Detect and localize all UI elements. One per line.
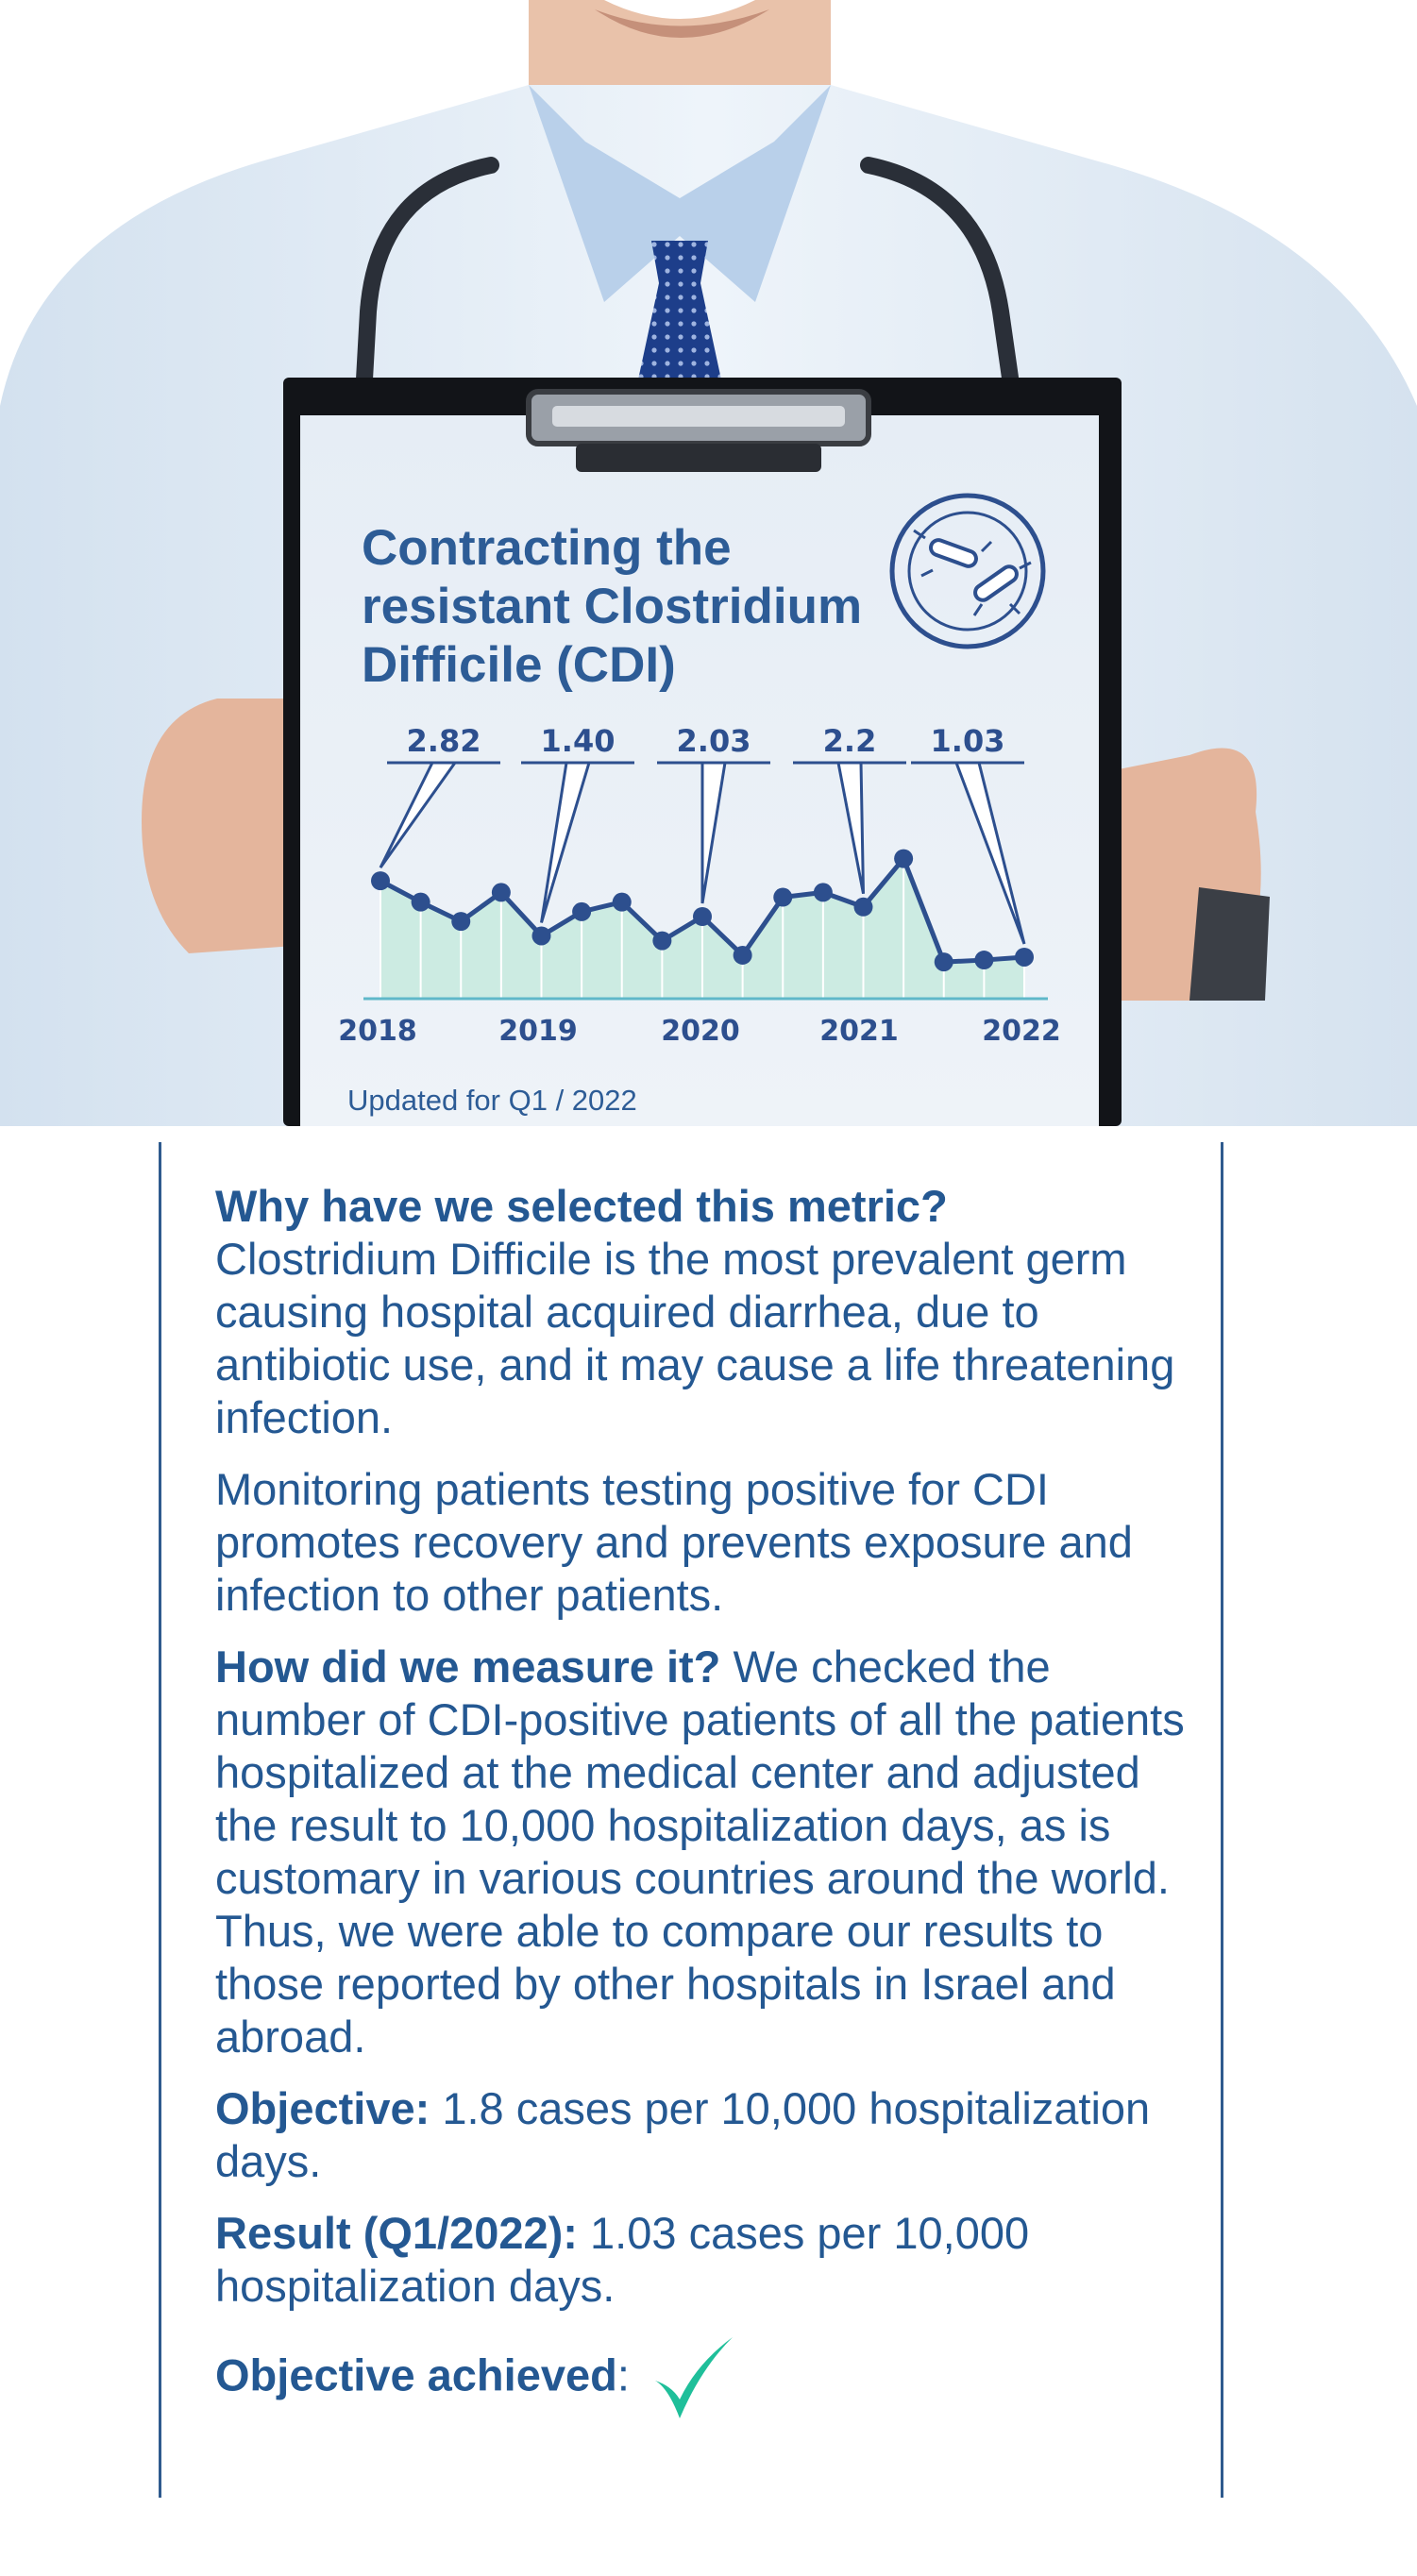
result-label: Result (Q1/2022):	[215, 2208, 578, 2258]
chart-point-9	[733, 945, 752, 965]
result-text: 1.03 cases per 10,000 hospitalization da…	[215, 2208, 1030, 2311]
x-tick-label-2021: 2021	[819, 1015, 899, 1048]
section-how: How did we measure it? We checked the nu…	[215, 1641, 1188, 2063]
section-achieved: Objective achieved:	[215, 2332, 1188, 2426]
callout-label-1: 1.40	[541, 723, 616, 759]
why-heading: Why have we selected this metric?	[215, 1181, 948, 1231]
how-text: We checked the number of CDI-positive pa…	[215, 1642, 1185, 2062]
x-tick-label-2019: 2019	[498, 1015, 578, 1048]
left-hand	[142, 699, 321, 953]
chart-point-3	[491, 883, 511, 902]
x-tick-label-2018: 2018	[338, 1015, 417, 1048]
achieved-colon: :	[616, 2349, 630, 2400]
x-tick-label-2020: 2020	[661, 1015, 740, 1048]
info-panel: Why have we selected this metric? Clostri…	[159, 1142, 1223, 2498]
chart-point-0	[371, 871, 390, 891]
monitoring-text: Monitoring patients testing positive for…	[215, 1464, 1133, 1620]
objective-text: 1.8 cases per 10,000 hospitalization day…	[215, 2083, 1151, 2186]
chart-title-line2: resistant Clostridium	[362, 579, 862, 634]
chart-point-13	[894, 849, 914, 868]
chart-footnote: Updated for Q1 / 2022	[347, 1084, 637, 1117]
chart-point-1	[411, 892, 430, 912]
chart-point-7	[652, 931, 672, 951]
callout-label-2: 2.03	[677, 723, 751, 759]
bacteria-icon	[889, 493, 1046, 649]
chart-point-16	[1015, 947, 1034, 967]
why-text: Clostridium Difficile is the most preval…	[215, 1234, 1175, 1442]
chart-point-8	[693, 907, 712, 927]
callout-label-0: 2.82	[407, 723, 481, 759]
chart-point-15	[974, 951, 994, 970]
how-heading: How did we measure it?	[215, 1642, 721, 1692]
stethoscope	[355, 157, 1019, 405]
callout-3: 2.2	[793, 723, 906, 895]
chart-point-11	[813, 883, 833, 902]
callout-2: 2.03	[657, 723, 770, 904]
callout-1: 1.40	[521, 723, 634, 923]
section-why: Why have we selected this metric? Clostri…	[215, 1180, 1188, 1444]
objective-label: Objective:	[215, 2083, 430, 2133]
chart-gridlines	[380, 858, 1025, 999]
chart-title-line3: Difficile (CDI)	[362, 637, 676, 693]
doctor-photo: Contracting the resistant Clostridium Di…	[0, 0, 1417, 1126]
x-tick-label-2022: 2022	[982, 1015, 1061, 1048]
chart-point-5	[572, 901, 592, 921]
chart-point-2	[451, 912, 471, 932]
callout-0: 2.82	[379, 723, 500, 869]
chart-point-6	[612, 892, 632, 912]
chart-point-4	[531, 926, 551, 946]
chart-point-12	[853, 897, 873, 917]
section-result: Result (Q1/2022): 1.03 cases per 10,000 …	[215, 2207, 1188, 2313]
achieved-label: Objective achieved	[215, 2349, 617, 2400]
chart-title-line1: Contracting the	[362, 520, 732, 576]
callout-label-3: 2.2	[823, 723, 877, 759]
callout-4: 1.03	[911, 723, 1026, 945]
callout-label-4: 1.03	[931, 723, 1005, 759]
checkmark-icon	[654, 2337, 733, 2418]
chart-point-10	[773, 887, 793, 907]
section-objective: Objective: 1.8 cases per 10,000 hospital…	[215, 2082, 1188, 2188]
chart-point-14	[934, 952, 953, 972]
